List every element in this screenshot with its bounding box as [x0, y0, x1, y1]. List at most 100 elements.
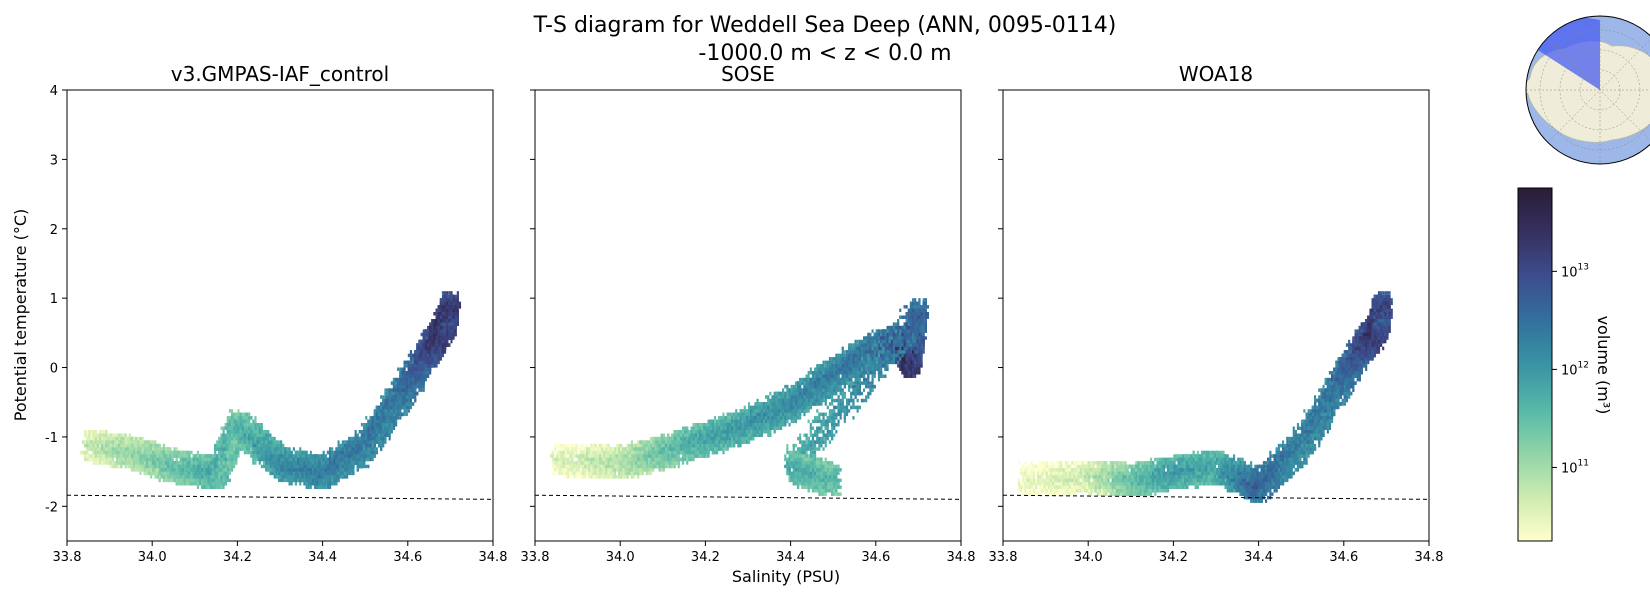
heatmap-cell — [233, 423, 236, 427]
heatmap-cell — [224, 433, 227, 437]
heatmap-cell — [231, 412, 234, 417]
heatmap-cell — [258, 450, 261, 455]
heatmap-cell — [122, 440, 125, 444]
heatmap-cell — [237, 426, 240, 430]
heatmap-cell — [233, 450, 236, 455]
heatmap-cell — [228, 419, 232, 424]
heatmap-cell — [165, 471, 168, 476]
heatmap-cell — [167, 471, 170, 476]
heatmap-cell — [160, 461, 163, 465]
heatmap-cell — [220, 450, 223, 455]
heatmap-cell — [158, 478, 161, 483]
heatmap-cell — [275, 447, 278, 451]
heatmap-cell — [214, 485, 217, 489]
heatmap-cell — [211, 478, 214, 483]
heatmap-cell — [269, 447, 272, 451]
heatmap-cell — [184, 457, 187, 462]
heatmap-cell — [282, 471, 285, 476]
heatmap-cell — [141, 461, 144, 465]
heatmap-cell — [101, 454, 104, 458]
heatmap-cell — [196, 464, 200, 469]
heatmap-cell — [239, 423, 242, 427]
heatmap-cell — [135, 447, 138, 451]
heatmap-cell — [237, 447, 240, 451]
heatmap-cell — [199, 471, 202, 476]
heatmap-cell — [218, 475, 221, 479]
heatmap-cell — [220, 454, 223, 458]
heatmap-cell — [113, 450, 117, 455]
heatmap-cell — [250, 430, 253, 434]
heatmap-cell — [201, 475, 204, 479]
heatmap-cell — [292, 468, 295, 472]
heatmap-cell — [184, 478, 187, 483]
heatmap-cell — [228, 454, 232, 458]
heatmap-cell — [101, 447, 104, 451]
heatmap-cell — [203, 485, 206, 489]
heatmap-cell — [207, 454, 210, 458]
heatmap-cell — [265, 457, 268, 462]
heatmap-cell — [290, 461, 293, 465]
heatmap-cell — [165, 447, 168, 451]
heatmap-cell — [137, 454, 140, 458]
heatmap-cell — [169, 461, 172, 465]
heatmap-cell — [228, 416, 232, 420]
heatmap-cell — [207, 464, 210, 469]
heatmap-cell — [199, 482, 202, 486]
heatmap-cell — [224, 426, 227, 430]
heatmap-cell — [224, 440, 227, 444]
heatmap-cell — [130, 468, 134, 472]
heatmap-cell — [196, 454, 200, 458]
heatmap-cell — [147, 468, 151, 472]
heatmap-cell — [130, 454, 134, 458]
heatmap-cell — [199, 475, 202, 479]
heatmap-cell — [199, 457, 202, 462]
heatmap-cell — [147, 443, 151, 448]
heatmap-cell — [228, 447, 232, 451]
heatmap-cell — [207, 457, 210, 462]
heatmap-cell — [171, 457, 174, 462]
heatmap-cell — [184, 475, 187, 479]
heatmap-cell — [237, 433, 240, 437]
heatmap-cell — [265, 461, 268, 465]
heatmap-cell — [277, 457, 281, 462]
heatmap-cell — [245, 440, 249, 444]
heatmap-cell — [118, 454, 121, 458]
heatmap-cell — [141, 436, 144, 441]
heatmap-cell — [120, 440, 123, 444]
heatmap-cell — [231, 423, 234, 427]
heatmap-cell — [214, 468, 217, 472]
heatmap-cell — [118, 443, 121, 448]
heatmap-cell — [228, 430, 232, 434]
heatmap-cell — [147, 457, 151, 462]
heatmap-cell — [263, 454, 266, 458]
heatmap-cell — [147, 461, 151, 465]
heatmap-cell — [248, 433, 251, 437]
heatmap-cell — [284, 457, 287, 462]
heatmap-cell — [154, 471, 157, 476]
heatmap-cell — [152, 457, 155, 462]
heatmap-cell — [245, 447, 249, 451]
heatmap-cell — [284, 468, 287, 472]
heatmap-cell — [199, 454, 202, 458]
heatmap-cell — [226, 436, 229, 441]
heatmap-cell — [297, 478, 300, 483]
heatmap-cell — [271, 440, 274, 444]
heatmap-cell — [165, 450, 168, 455]
heatmap-cell — [192, 475, 195, 479]
heatmap-cell — [196, 478, 200, 483]
heatmap-cell — [205, 478, 208, 483]
heatmap-cell — [256, 454, 259, 458]
heatmap-cell — [99, 440, 102, 444]
heatmap-cell — [120, 433, 123, 437]
heatmap-cell — [165, 454, 168, 458]
heatmap-cell — [196, 471, 200, 476]
heatmap-cell — [267, 454, 270, 458]
heatmap-cell — [171, 475, 174, 479]
heatmap-cell — [269, 443, 272, 448]
heatmap-cell — [84, 430, 87, 434]
heatmap-cell — [203, 471, 206, 476]
heatmap-cell — [235, 412, 238, 417]
heatmap-cell — [280, 464, 283, 469]
heatmap-cell — [252, 430, 255, 434]
heatmap-cell — [260, 443, 263, 448]
